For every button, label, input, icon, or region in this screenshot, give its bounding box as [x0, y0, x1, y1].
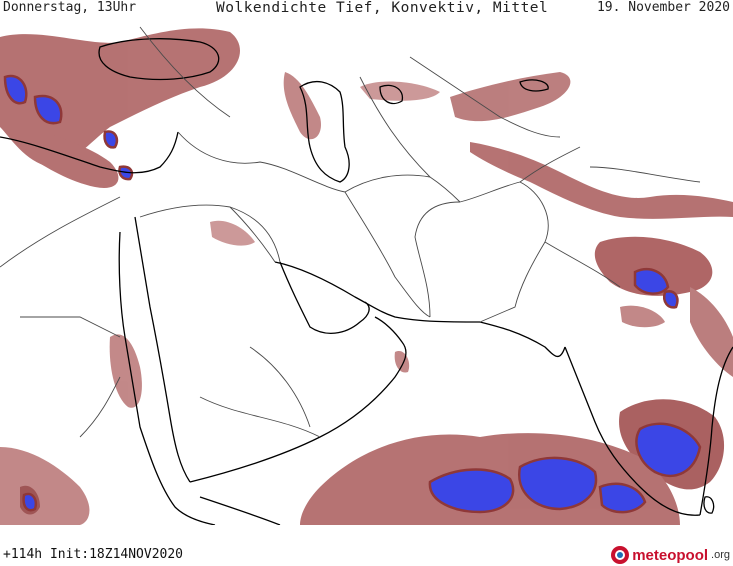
cloud-density-layer	[0, 28, 733, 525]
model-run-info: +114h Init:18Z14NOV2020	[3, 547, 184, 562]
meteopool-logo[interactable]: meteopool .org	[611, 546, 730, 564]
map-title: Wolkendichte Tief, Konvektiv, Mittel	[216, 0, 549, 16]
coastlines	[0, 38, 733, 525]
forecast-day-label: Donnerstag, 13Uhr	[3, 0, 137, 15]
weather-map[interactable]	[0, 17, 733, 525]
meteopool-logo-icon	[611, 546, 630, 564]
brand-tld: .org	[711, 549, 730, 561]
country-borders	[0, 26, 701, 438]
convective-cells-layer	[3, 74, 702, 514]
forecast-date: 19. November 2020	[596, 0, 730, 15]
brand-name: meteopool	[632, 546, 709, 564]
